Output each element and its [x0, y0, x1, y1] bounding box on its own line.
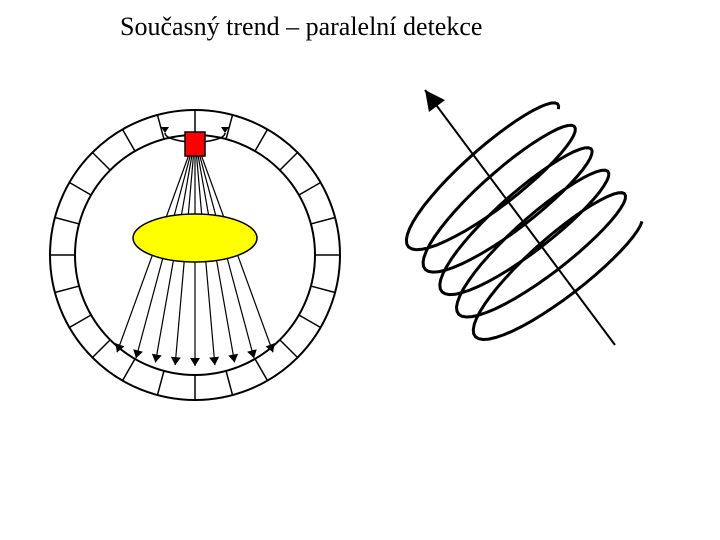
helix-axis — [425, 90, 615, 345]
xray-tube — [185, 132, 205, 156]
page-title: Současný trend – paralelní detekce — [120, 12, 482, 42]
helix-path — [406, 103, 642, 340]
helical-scan-diagram — [360, 55, 680, 395]
patient-ellipse — [133, 214, 257, 262]
ct-scanner-diagram — [40, 100, 350, 410]
